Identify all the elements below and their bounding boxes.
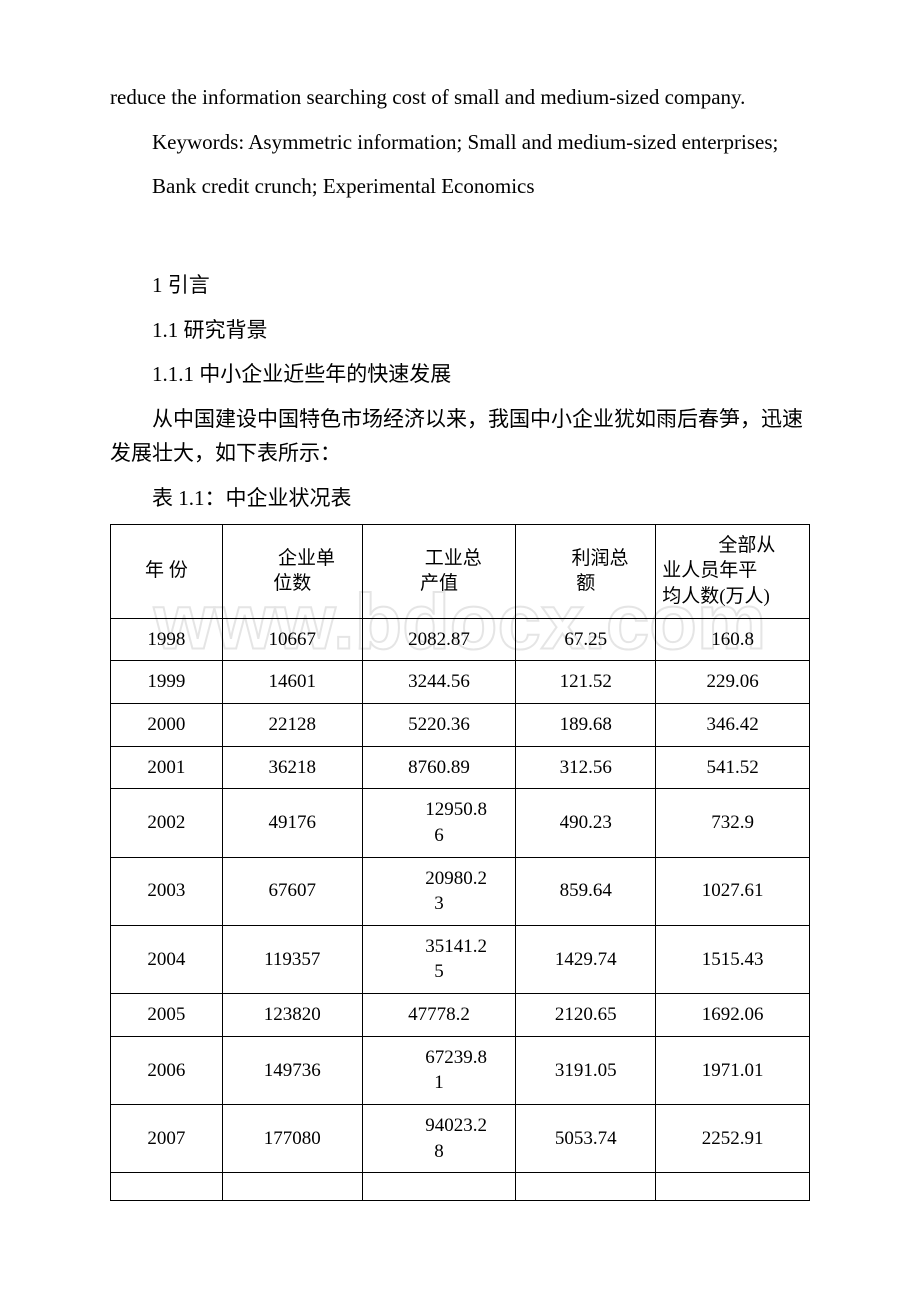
cell-profit: 189.68: [516, 703, 656, 746]
cell-empty: [111, 1173, 223, 1201]
cell-profit: 312.56: [516, 746, 656, 789]
cell-output: 2082.87: [362, 618, 516, 661]
table-row: 200717708094023.285053.742252.91: [111, 1105, 810, 1173]
table-row: 200614973667239.813191.051971.01: [111, 1036, 810, 1104]
table-body: 1998106672082.8767.25160.81999146013244.…: [111, 618, 810, 1201]
para-en-3: Bank credit crunch; Experimental Economi…: [110, 169, 810, 204]
cell-profit: 859.64: [516, 857, 656, 925]
cell-units: 36218: [222, 746, 362, 789]
cell-empty: [222, 1173, 362, 1201]
cell-empty: [516, 1173, 656, 1201]
cell-units: 10667: [222, 618, 362, 661]
cell-year: 2003: [111, 857, 223, 925]
heading-1-1: 1.1 研究背景: [110, 313, 810, 348]
table-row: 2001362188760.89312.56541.52: [111, 746, 810, 789]
table-row: 1998106672082.8767.25160.8: [111, 618, 810, 661]
cell-staff: 1692.06: [656, 994, 810, 1037]
table-row-empty: [111, 1173, 810, 1201]
th-staff-l1: 全部从: [662, 533, 803, 559]
cell-year: 2001: [111, 746, 223, 789]
document-page: reduce the information searching cost of…: [0, 0, 920, 1261]
cell-staff: 229.06: [656, 661, 810, 704]
heading-1: 1 引言: [110, 268, 810, 303]
cell-output: 35141.25: [362, 925, 516, 993]
th-units-l1: 企业单: [229, 546, 356, 572]
cell-staff: 732.9: [656, 789, 810, 857]
cell-staff: 1515.43: [656, 925, 810, 993]
cell-year: 2002: [111, 789, 223, 857]
cell-units: 123820: [222, 994, 362, 1037]
cell-profit: 2120.65: [516, 994, 656, 1037]
cell-output: 12950.86: [362, 789, 516, 857]
cell-units: 49176: [222, 789, 362, 857]
table-row: 200512382047778.22120.651692.06: [111, 994, 810, 1037]
cell-staff: 346.42: [656, 703, 810, 746]
table-row: 2000221285220.36189.68346.42: [111, 703, 810, 746]
cell-empty: [656, 1173, 810, 1201]
th-output-l1: 工业总: [369, 546, 510, 572]
cell-profit: 5053.74: [516, 1105, 656, 1173]
cell-profit: 1429.74: [516, 925, 656, 993]
cell-units: 119357: [222, 925, 362, 993]
th-output: 工业总 产值: [362, 524, 516, 618]
para-zh-body: 从中国建设中国特色市场经济以来，我国中小企业犹如雨后春笋，迅速发展壮大，如下表所…: [110, 402, 810, 471]
heading-1-1-1: 1.1.1 中小企业近些年的快速发展: [110, 357, 810, 392]
cell-profit: 67.25: [516, 618, 656, 661]
cell-staff: 1027.61: [656, 857, 810, 925]
cell-year: 2006: [111, 1036, 223, 1104]
table-caption: 表 1.1：中企业状况表: [110, 481, 810, 516]
table-row: 200411935735141.251429.741515.43: [111, 925, 810, 993]
table-row: 20024917612950.86490.23732.9: [111, 789, 810, 857]
th-staff-l2: 业人员年平: [662, 558, 803, 584]
cell-output: 47778.2: [362, 994, 516, 1037]
cell-year: 2000: [111, 703, 223, 746]
th-staff-l3: 均人数(万人): [662, 584, 803, 610]
cell-staff: 1971.01: [656, 1036, 810, 1104]
cell-year: 2005: [111, 994, 223, 1037]
th-units: 企业单 位数: [222, 524, 362, 618]
th-profit: 利润总 额: [516, 524, 656, 618]
cell-output: 67239.81: [362, 1036, 516, 1104]
cell-year: 2004: [111, 925, 223, 993]
enterprise-status-table: 年 份 企业单 位数 工业总 产值 利润总 额 全部从 业人员年平 均人数(万人…: [110, 524, 810, 1202]
table-row: 1999146013244.56121.52229.06: [111, 661, 810, 704]
cell-profit: 3191.05: [516, 1036, 656, 1104]
para-en-1: reduce the information searching cost of…: [110, 80, 810, 115]
cell-empty: [362, 1173, 516, 1201]
cell-output: 3244.56: [362, 661, 516, 704]
cell-year: 2007: [111, 1105, 223, 1173]
cell-staff: 541.52: [656, 746, 810, 789]
cell-output: 94023.28: [362, 1105, 516, 1173]
cell-output: 8760.89: [362, 746, 516, 789]
cell-year: 1998: [111, 618, 223, 661]
table-row: 20036760720980.23859.641027.61: [111, 857, 810, 925]
th-staff: 全部从 业人员年平 均人数(万人): [656, 524, 810, 618]
cell-output: 20980.23: [362, 857, 516, 925]
th-units-l2: 位数: [229, 571, 356, 597]
cell-profit: 490.23: [516, 789, 656, 857]
cell-units: 14601: [222, 661, 362, 704]
th-year: 年 份: [111, 524, 223, 618]
cell-year: 1999: [111, 661, 223, 704]
cell-units: 67607: [222, 857, 362, 925]
table-header-row: 年 份 企业单 位数 工业总 产值 利润总 额 全部从 业人员年平 均人数(万人…: [111, 524, 810, 618]
th-profit-l1: 利润总: [522, 546, 649, 572]
th-profit-l2: 额: [522, 571, 649, 597]
para-en-2: Keywords: Asymmetric information; Small …: [110, 125, 810, 160]
cell-units: 177080: [222, 1105, 362, 1173]
cell-units: 22128: [222, 703, 362, 746]
cell-staff: 2252.91: [656, 1105, 810, 1173]
cell-profit: 121.52: [516, 661, 656, 704]
cell-staff: 160.8: [656, 618, 810, 661]
cell-units: 149736: [222, 1036, 362, 1104]
cell-output: 5220.36: [362, 703, 516, 746]
th-output-l2: 产值: [369, 571, 510, 597]
